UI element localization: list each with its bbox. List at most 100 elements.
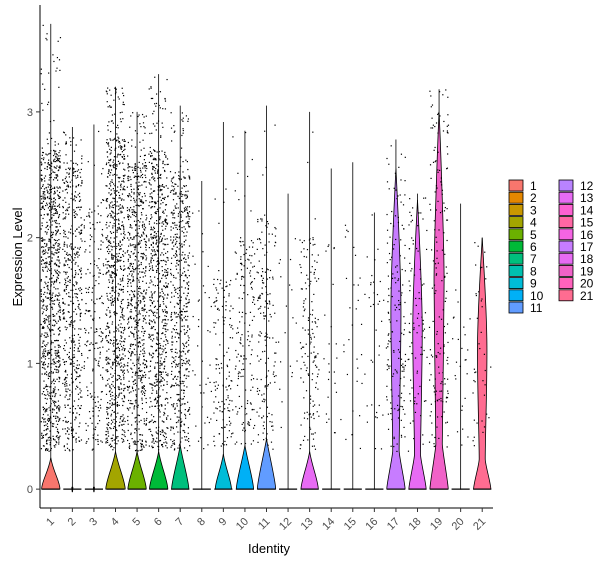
violin-group-16 xyxy=(364,212,385,490)
y-axis-title: Expression Level xyxy=(10,207,25,306)
violin-group-13 xyxy=(299,111,320,490)
violin-13 xyxy=(300,451,319,490)
legend-label: 15 xyxy=(580,216,594,230)
violin-group-9 xyxy=(213,121,234,490)
x-tick-label: 5 xyxy=(130,516,143,529)
x-tick-label: 16 xyxy=(363,516,380,533)
points-12 xyxy=(277,238,298,429)
points-20 xyxy=(452,289,471,446)
legend-label: 21 xyxy=(580,289,594,303)
violin-11 xyxy=(256,438,277,490)
legend-item-6: 6 xyxy=(508,240,537,254)
plot-area xyxy=(40,23,492,493)
x-tick-label: 17 xyxy=(385,516,402,533)
points-8 xyxy=(192,210,212,450)
violin-group-18 xyxy=(407,193,428,490)
points-10 xyxy=(234,131,256,445)
legend-swatch xyxy=(508,203,524,216)
x-tick-label: 11 xyxy=(256,516,273,533)
points-16 xyxy=(364,214,385,450)
violin-group-4 xyxy=(105,86,126,490)
legend-label: 20 xyxy=(580,277,594,291)
legend-swatch xyxy=(508,264,524,277)
legend-item-11: 11 xyxy=(508,301,543,315)
legend-swatch xyxy=(558,216,574,229)
y-tick-label: 0 xyxy=(27,484,33,496)
x-tick-label: 19 xyxy=(428,516,445,533)
legend-item-14: 14 xyxy=(558,203,594,217)
legend-swatch xyxy=(508,228,524,241)
violin-group-8 xyxy=(192,181,212,490)
points-19 xyxy=(428,89,450,448)
legend-label: 18 xyxy=(580,252,594,266)
legend-label: 3 xyxy=(530,203,537,217)
legend-label: 13 xyxy=(580,191,594,205)
points-11 xyxy=(256,124,277,450)
legend-label: 19 xyxy=(580,264,594,278)
x-tick-label: 20 xyxy=(450,516,467,533)
legend-swatch xyxy=(508,277,524,290)
points-18 xyxy=(407,197,428,452)
y-tick-label: 1 xyxy=(27,358,33,370)
legend-label: 14 xyxy=(580,203,594,217)
points-5 xyxy=(126,112,148,452)
x-tick-label: 18 xyxy=(406,516,423,533)
legend-label: 2 xyxy=(530,191,537,205)
x-tick-label: 1 xyxy=(44,516,57,529)
legend-item-1: 1 xyxy=(508,179,537,193)
legend-swatch xyxy=(508,252,524,265)
legend-item-16: 16 xyxy=(558,228,594,242)
violin-10 xyxy=(235,445,254,490)
legend-label: 5 xyxy=(530,228,537,242)
legend-swatch xyxy=(558,264,574,277)
legend-swatch xyxy=(558,289,574,302)
legend-label: 7 xyxy=(530,252,537,266)
points-7 xyxy=(169,112,191,452)
legend-swatch xyxy=(558,228,574,241)
y-tick-label: 3 xyxy=(27,107,33,119)
points-2 xyxy=(62,131,83,452)
violin-4 xyxy=(105,451,126,490)
x-tick-label: 15 xyxy=(342,516,359,533)
violin-group-2 xyxy=(62,126,83,493)
x-tick-label: 8 xyxy=(195,516,208,529)
legend-swatch xyxy=(508,289,524,302)
violin-5 xyxy=(127,451,147,490)
points-9 xyxy=(213,136,234,447)
legend-item-9: 9 xyxy=(508,277,537,291)
violin-group-14 xyxy=(322,168,342,490)
legend-item-3: 3 xyxy=(508,203,537,217)
legend-item-12: 12 xyxy=(558,179,594,193)
points-13 xyxy=(299,131,320,450)
legend-label: 1 xyxy=(530,179,537,193)
legend-swatch xyxy=(558,252,574,265)
violin-group-6 xyxy=(148,74,169,490)
legend-label: 9 xyxy=(530,277,537,291)
violin-group-17 xyxy=(385,139,407,490)
violin-18 xyxy=(408,199,427,490)
legend-item-19: 19 xyxy=(558,264,594,278)
legend-item-2: 2 xyxy=(508,191,537,205)
legend-item-20: 20 xyxy=(558,277,594,291)
violin-group-21 xyxy=(472,237,492,490)
x-tick-label: 14 xyxy=(320,516,337,533)
violin-1 xyxy=(41,457,61,490)
legend-item-10: 10 xyxy=(508,289,544,303)
legend-swatch xyxy=(508,191,524,204)
legend-swatch xyxy=(508,216,524,229)
violin-group-11 xyxy=(256,105,277,490)
violin-group-3 xyxy=(83,124,105,493)
points-4 xyxy=(105,87,126,451)
x-tick-label: 2 xyxy=(66,516,79,529)
x-axis-title: Identity xyxy=(248,541,290,556)
violin-group-5 xyxy=(126,111,148,490)
legend-item-17: 17 xyxy=(558,240,594,254)
legend-label: 10 xyxy=(530,289,544,303)
x-ticks: 1 2 3 4 5 6 7 8 9 10 11 12 13 14 15 16 17 18 19 20 21 xyxy=(44,508,488,533)
legend-swatch xyxy=(558,191,574,204)
legend-label: 17 xyxy=(580,240,594,254)
legend-item-4: 4 xyxy=(508,216,537,230)
points-14 xyxy=(323,244,342,434)
violin-group-1 xyxy=(40,23,62,490)
legend-swatch xyxy=(558,203,574,216)
